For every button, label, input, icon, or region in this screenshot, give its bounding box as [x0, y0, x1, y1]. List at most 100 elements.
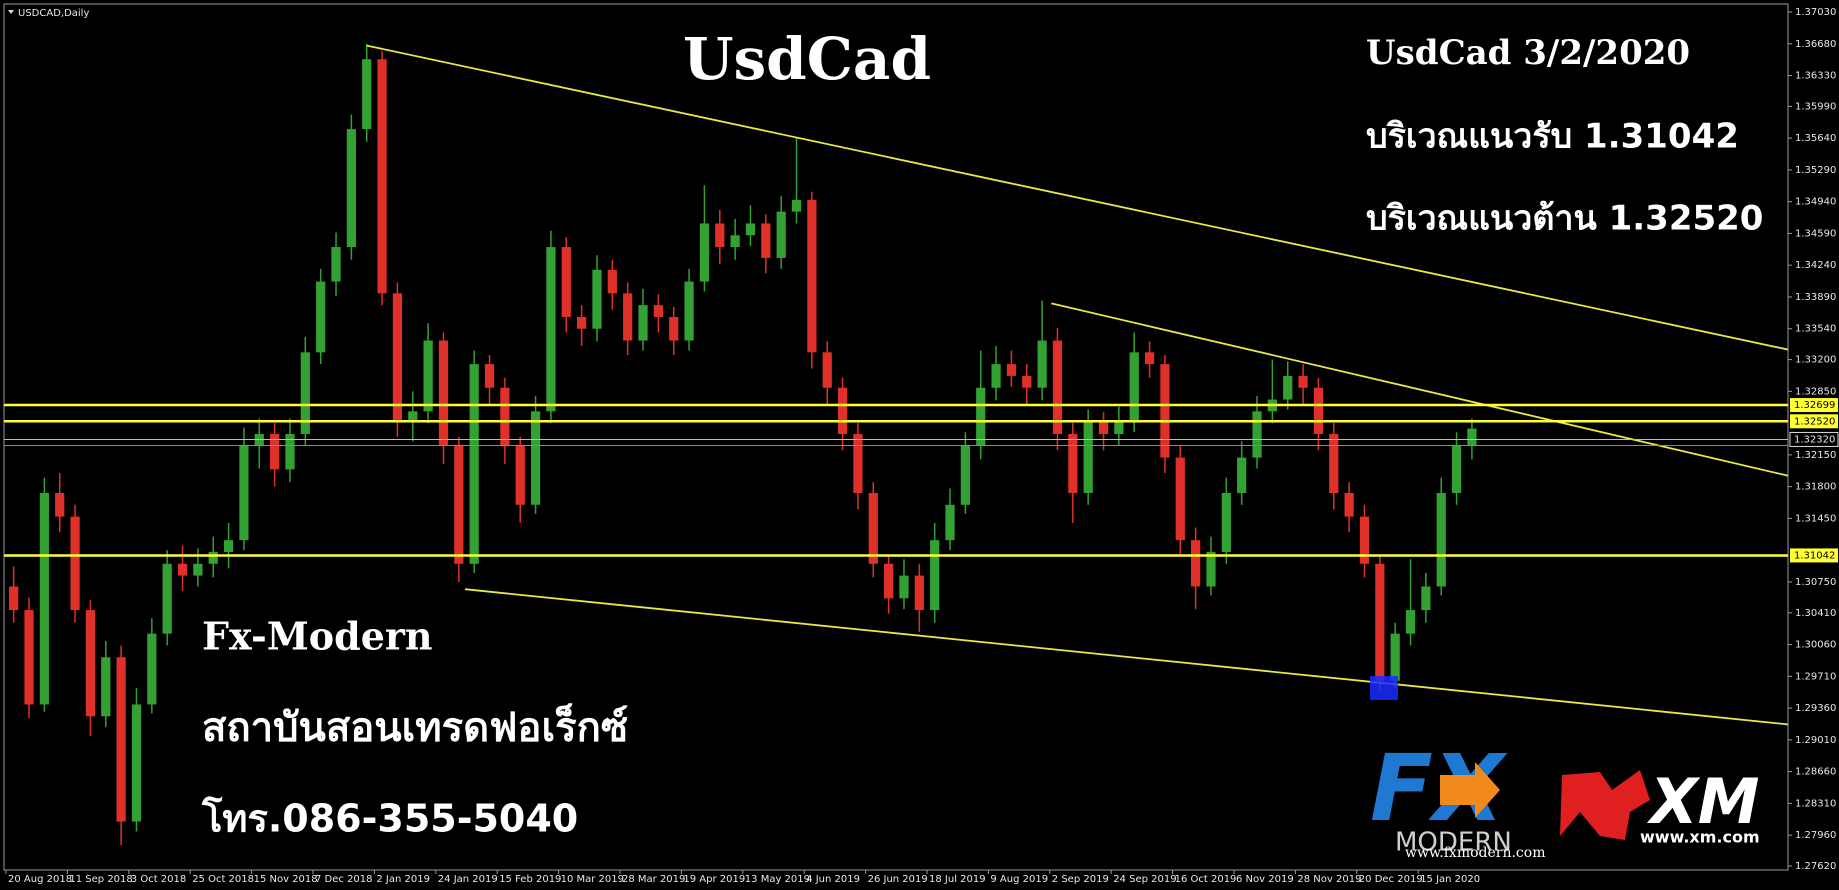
- candle-body: [853, 434, 863, 493]
- candle-body: [1052, 340, 1063, 435]
- xm-logo-site: www.xm.com: [1640, 828, 1760, 847]
- candle-body: [85, 610, 96, 717]
- price-tag: [1789, 431, 1839, 447]
- candle-body: [653, 305, 663, 317]
- candle-body: [546, 247, 556, 412]
- trendline: [366, 44, 1788, 351]
- candle-body: [1375, 563, 1385, 681]
- candle-body: [1006, 364, 1017, 376]
- y-tick-label: 1.29710: [1795, 671, 1836, 682]
- x-tick-label: 6 Nov 2019: [1236, 874, 1294, 885]
- xm-logo-bull: [1560, 770, 1650, 840]
- candle-body: [147, 633, 157, 705]
- fx-logo-arrow: [1440, 762, 1500, 818]
- y-tick-label: 1.27960: [1795, 830, 1836, 841]
- candle-body: [438, 340, 449, 446]
- candle-body: [1467, 428, 1477, 446]
- y-tick-label: 1.33200: [1795, 355, 1836, 366]
- symbol-label: USDCAD,Daily: [18, 8, 89, 19]
- candle-body: [1037, 340, 1047, 388]
- candle-body: [177, 563, 188, 576]
- candle-body: [1313, 387, 1324, 435]
- candle-body: [945, 504, 955, 541]
- y-tick-label: 1.29010: [1795, 735, 1836, 746]
- y-tick-label: 1.35290: [1795, 165, 1836, 176]
- candle-body: [1022, 375, 1032, 388]
- candle-body: [392, 293, 403, 423]
- candle-body: [515, 445, 525, 505]
- candle-body: [39, 492, 49, 705]
- x-tick-label: 19 Apr 2019: [683, 874, 745, 885]
- level-tag-label: 1.31042: [1794, 550, 1835, 561]
- candle-body: [1298, 375, 1308, 388]
- candle-body: [423, 340, 433, 412]
- x-tick-label: 4 Jun 2019: [806, 874, 860, 885]
- candle-body: [561, 247, 571, 317]
- x-tick-label: 15 Feb 2019: [499, 874, 561, 885]
- annotation-resistance: บริเวณแนวต้าน 1.32520: [1366, 199, 1763, 239]
- candle-body: [408, 411, 418, 423]
- candle-body: [884, 563, 894, 599]
- brand-phone: โทร.086-355-5040: [201, 796, 578, 841]
- y-tick-label: 1.27620: [1795, 861, 1836, 872]
- candle-body: [1405, 610, 1416, 634]
- candle-body: [1237, 457, 1247, 493]
- candle-body: [930, 540, 940, 611]
- candle-body: [1359, 516, 1370, 564]
- candle-body: [1114, 422, 1124, 435]
- plot-frame: [3, 3, 1789, 871]
- y-tick-label: 1.33890: [1795, 292, 1836, 303]
- candle-body: [239, 445, 249, 541]
- y-tick-label: 1.37030: [1795, 7, 1836, 18]
- candle-body: [868, 492, 878, 564]
- candle-body: [1144, 352, 1155, 365]
- x-tick-label: 13 May 2019: [745, 874, 810, 885]
- y-tick-label: 1.28310: [1795, 798, 1836, 809]
- candle-body: [776, 211, 786, 258]
- y-tick-label: 1.30060: [1795, 640, 1836, 651]
- candle-body: [24, 610, 34, 705]
- y-tick-label: 1.35640: [1795, 133, 1836, 144]
- candle-body: [623, 293, 633, 341]
- y-tick-label: 1.32850: [1795, 386, 1836, 397]
- candle-body: [914, 575, 924, 611]
- x-tick-label: 11 Sep 2018: [69, 874, 132, 885]
- candle-body: [9, 586, 19, 611]
- y-tick-label: 1.34240: [1795, 260, 1836, 271]
- candle-body: [791, 199, 802, 212]
- y-tick-label: 1.33540: [1795, 324, 1836, 335]
- candle-body: [116, 657, 126, 822]
- candle-body: [1221, 492, 1231, 552]
- x-tick-label: 18 Jul 2019: [929, 874, 986, 885]
- candle-body: [70, 516, 80, 611]
- candle-body: [607, 269, 617, 294]
- x-tick-label: 2 Sep 2019: [1052, 874, 1109, 885]
- candle-body: [1252, 411, 1262, 458]
- candle-body: [699, 223, 710, 282]
- candle-body: [807, 199, 817, 353]
- level-tag: [1790, 414, 1838, 429]
- candle-body: [1068, 434, 1078, 493]
- candle-body: [1344, 492, 1354, 517]
- xm-logo: XM www.xm.com: [1560, 765, 1760, 847]
- candle-body: [500, 387, 510, 446]
- candle-body: [331, 247, 341, 282]
- brand-tagline: สถาบันสอนเทรดฟอเร็กซ์: [202, 702, 628, 751]
- y-tick-label: 1.31800: [1795, 482, 1836, 493]
- xm-logo-text: XM: [1646, 765, 1760, 838]
- x-tick-label: 15 Jan 2020: [1420, 874, 1480, 885]
- candle-body: [55, 492, 65, 517]
- candle-body: [1421, 586, 1431, 611]
- candle-body: [223, 540, 234, 552]
- y-tick-label: 1.30410: [1795, 608, 1836, 619]
- x-tick-label: 15 Nov 2018: [254, 874, 318, 885]
- x-tick-label: 10 Mar 2019: [561, 874, 624, 885]
- fx-modern-logo: FX MODERN www.fxmodern.com: [1370, 735, 1545, 861]
- candle-body: [208, 551, 218, 564]
- candle-body: [1390, 633, 1400, 681]
- y-tick-label: 1.36680: [1795, 39, 1836, 50]
- candle-body: [730, 235, 740, 248]
- candle-body: [300, 352, 310, 435]
